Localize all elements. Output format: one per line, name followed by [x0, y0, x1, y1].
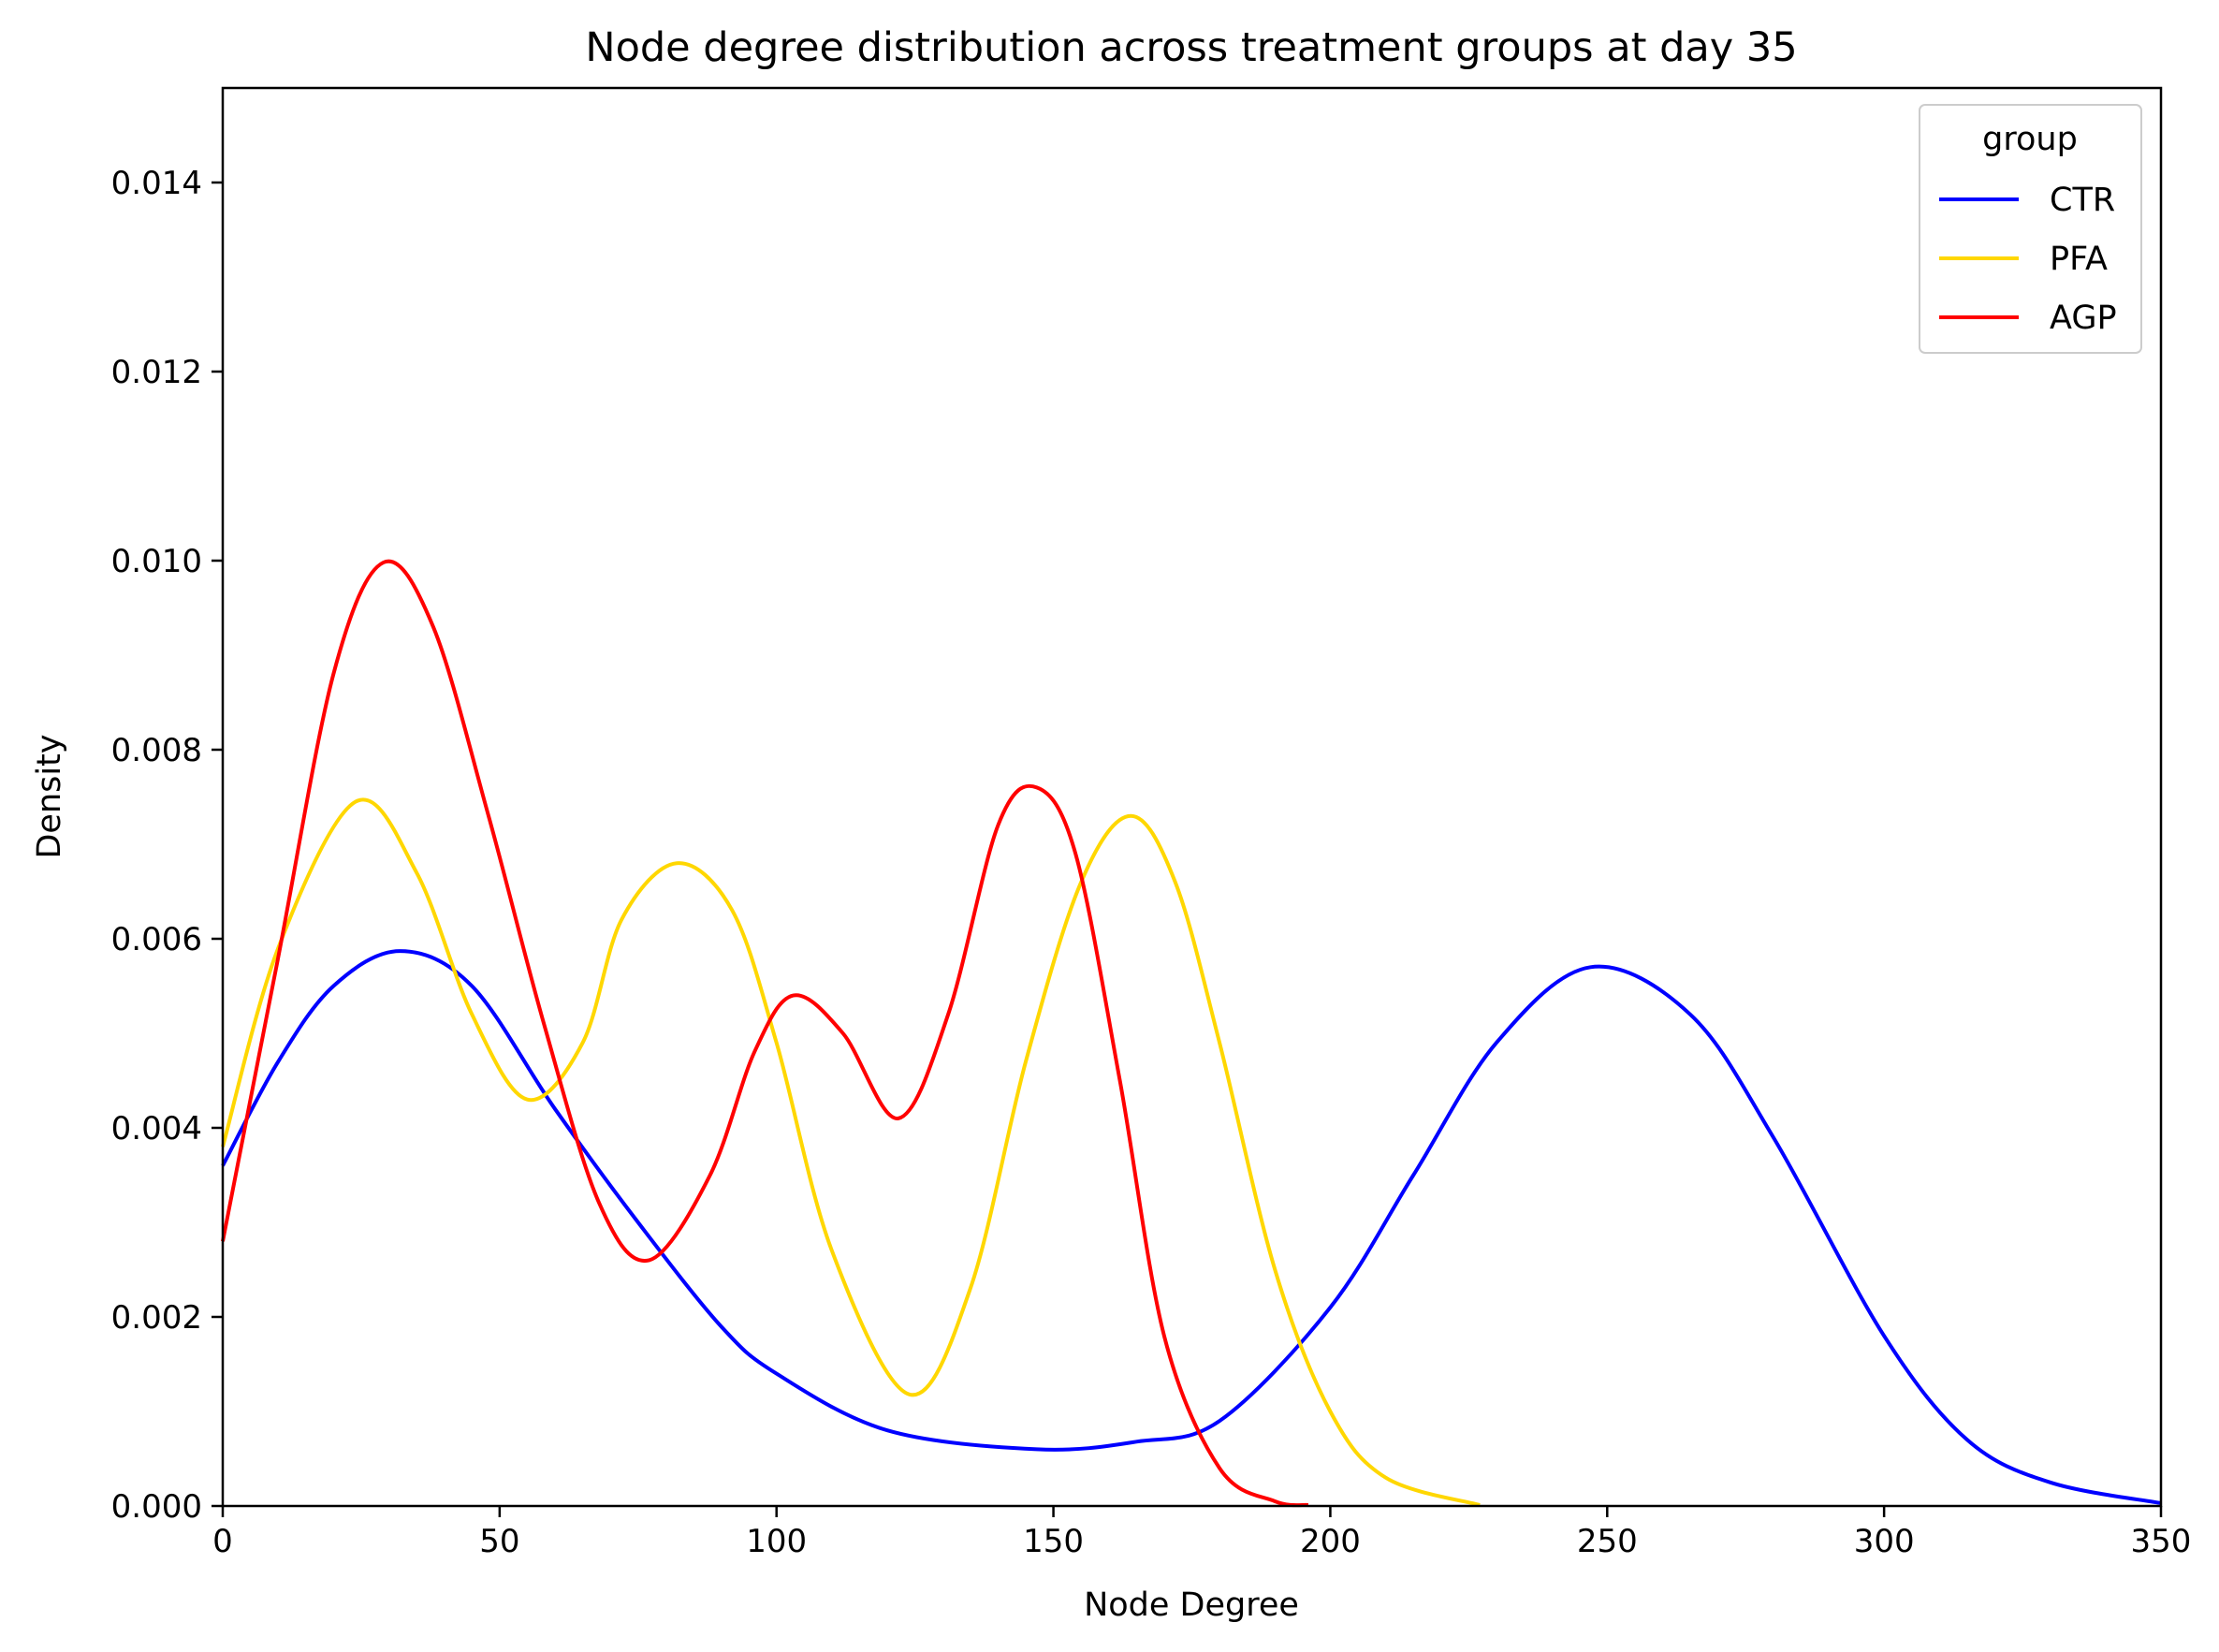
x-tick-label: 50	[479, 1523, 519, 1560]
chart-title: Node degree distribution across treatmen…	[585, 24, 1797, 71]
series-line-agp	[221, 559, 1309, 1508]
series-line-pfa	[221, 797, 1481, 1507]
x-axis-label: Node Degree	[1084, 1586, 1299, 1624]
legend-title: group	[1982, 121, 2078, 158]
legend-box	[1919, 104, 2142, 354]
x-tick-label: 350	[2131, 1523, 2192, 1560]
legend-label-agp: AGP	[2050, 300, 2117, 337]
x-tick-label: 300	[1854, 1523, 1915, 1560]
plot-area-frame	[221, 86, 2163, 1508]
legend-entries: CTR PFA AGP	[1939, 182, 2117, 337]
series-layer	[221, 559, 2162, 1508]
x-tick-label: 150	[1023, 1523, 1084, 1560]
y-axis: 0.000 0.002 0.004 0.006 0.008 0.010 0.012 0.014	[111, 165, 223, 1526]
y-tick-label: 0.008	[111, 732, 202, 769]
y-tick-label: 0.014	[111, 165, 202, 202]
x-tick-label: 250	[1577, 1523, 1638, 1560]
legend: group CTR PFA AGP	[1919, 104, 2142, 354]
y-tick-label: 0.006	[111, 921, 202, 958]
y-axis-label: Density	[31, 734, 68, 858]
x-tick-label: 0	[212, 1523, 233, 1560]
y-tick-label: 0.012	[111, 354, 202, 391]
legend-label-pfa: PFA	[2050, 241, 2108, 278]
series-line-ctr	[221, 949, 2162, 1505]
x-tick-label: 200	[1300, 1523, 1361, 1560]
y-tick-label: 0.000	[111, 1488, 202, 1526]
y-tick-label: 0.002	[111, 1299, 202, 1337]
x-axis: 0 50 100 150 200 250 300 350	[212, 1506, 2191, 1560]
x-tick-label: 100	[746, 1523, 807, 1560]
y-tick-label: 0.004	[111, 1110, 202, 1148]
y-tick-label: 0.010	[111, 543, 202, 580]
legend-label-ctr: CTR	[2050, 182, 2115, 219]
